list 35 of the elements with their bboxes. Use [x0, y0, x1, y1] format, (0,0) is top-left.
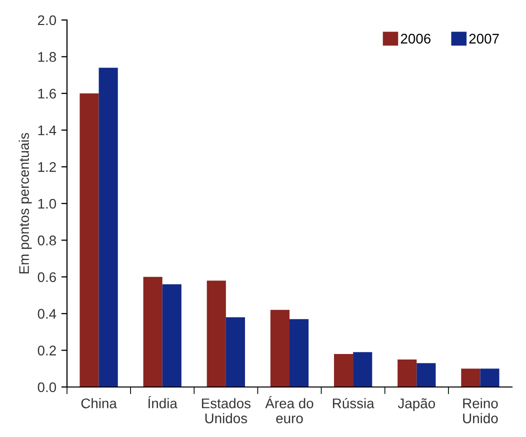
x-tick-label: Índia [148, 396, 178, 408]
bar [206, 280, 226, 387]
bar [226, 317, 245, 387]
y-tick-label: 1.0 [38, 198, 56, 209]
bar [98, 68, 118, 387]
legend-label: 2007 [469, 34, 499, 44]
bar [480, 368, 500, 387]
y-tick-label: 1.4 [38, 126, 56, 136]
x-tick-label: China [81, 398, 117, 408]
bar [353, 352, 372, 387]
y-tick-label: 2.0 [38, 15, 56, 26]
bar [290, 319, 309, 387]
legend-label: 2006 [400, 34, 430, 44]
y-tick-label: 0.8 [38, 236, 56, 246]
bar [461, 368, 480, 387]
y-tick-label: 0.6 [38, 272, 56, 282]
bar [162, 284, 182, 387]
bar [334, 354, 354, 387]
y-tick-label: 1.6 [38, 88, 56, 99]
x-tick-label: Japão [398, 398, 435, 412]
bar [80, 93, 99, 387]
bar [398, 359, 417, 387]
bar [270, 310, 290, 387]
x-tick-label: Rússia [332, 398, 374, 408]
bar [416, 363, 436, 387]
y-tick-label: 0.2 [38, 346, 56, 356]
y-tick-label: 1.2 [38, 162, 56, 172]
bar [143, 276, 162, 387]
x-tick-label: Área do euro [265, 396, 314, 424]
x-tick-label: Reino Unido [463, 398, 498, 424]
y-tick-label: 1.8 [38, 52, 56, 62]
y-tick-label: 0.4 [38, 308, 56, 319]
y-tick-label: 0.0 [38, 382, 56, 392]
x-tick-label: Estados Unidos [202, 398, 251, 424]
y-axis-title: Em pontos percentuais [18, 132, 32, 274]
